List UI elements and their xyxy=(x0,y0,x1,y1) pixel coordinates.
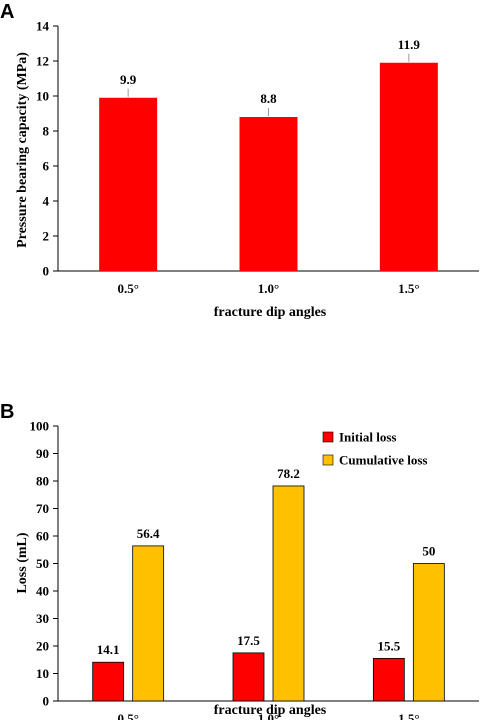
panel-b-x-ticks: 0.5° 1.0° 1.5° xyxy=(117,711,419,720)
panel-b-y-tick-label: 0 xyxy=(43,694,50,709)
panel-a-bar-series-3 xyxy=(379,62,438,271)
panel-b-y-tick-label: 80 xyxy=(36,474,49,489)
panel-b-x-axis-title: fracture dip angles xyxy=(214,703,327,718)
panel-a-bar-series-1 xyxy=(99,97,158,271)
panel-b-data-label: 56.4 xyxy=(137,526,160,541)
panel-a-y-tick-label: 14 xyxy=(36,19,50,34)
chart-panel-a: A Pressure bearing capacity (MPa) fractu… xyxy=(0,1,479,320)
panel-b-data-labels: 14.1 17.5 15.5 56.4 78.2 50 xyxy=(97,466,436,657)
panel-b-y-tick-label: 70 xyxy=(36,501,49,516)
panel-b-y-tick-label: 40 xyxy=(36,584,49,599)
panel-a-y-axis-title: Pressure bearing capacity (MPa) xyxy=(15,52,30,248)
panel-a-x-tick-label: 1.0° xyxy=(258,281,279,296)
panel-b-data-label: 14.1 xyxy=(97,642,120,657)
panel-b-y-tick-label: 30 xyxy=(36,611,49,626)
panel-b-x-tick-label: 0.5° xyxy=(117,711,138,720)
panel-b-bar-cumulative-loss-2 xyxy=(272,485,305,702)
panel-b-bar-initial-loss-3 xyxy=(372,657,405,702)
panel-a-data-label: 9.9 xyxy=(120,72,137,87)
panel-b-y-tick-label: 50 xyxy=(36,556,49,571)
panel-b-bar-initial-loss-2 xyxy=(232,652,265,702)
panel-b-data-label: 78.2 xyxy=(277,466,300,481)
panel-b-x-tick-label: 1.5° xyxy=(398,711,419,720)
panel-b-bars xyxy=(92,485,445,702)
chart-panel-b: B Loss (mL) fracture dip angles 0 10 20 30 4… xyxy=(0,401,479,720)
panel-b-data-label: 15.5 xyxy=(377,638,400,653)
panel-b-y-tick-label: 60 xyxy=(36,529,49,544)
panel-a-x-ticks: 0.5° 1.0° 1.5° xyxy=(117,281,419,296)
panel-b-y-ticks: 0 10 20 30 40 50 60 70 80 90 100 xyxy=(30,419,58,709)
panel-a-y-tick-label: 10 xyxy=(36,89,49,104)
panel-b-y-tick-label: 100 xyxy=(30,419,50,434)
panel-a-data-labels: 9.9 8.8 11.9 xyxy=(120,37,420,116)
panel-b-y-axis-title: Loss (mL) xyxy=(15,532,30,593)
panel-a-x-tick-label: 0.5° xyxy=(117,281,138,296)
panel-a-y-tick-label: 4 xyxy=(43,194,50,209)
panel-b-y-tick-label: 20 xyxy=(36,639,49,654)
panel-a-y-tick-label: 8 xyxy=(43,124,50,139)
legend-swatch-initial-loss xyxy=(322,431,334,443)
panel-a-data-label: 8.8 xyxy=(260,91,277,106)
panel-a-y-tick-label: 2 xyxy=(43,229,50,244)
panel-a-data-label: 11.9 xyxy=(398,37,421,52)
panel-b-y-tick-label: 90 xyxy=(36,446,49,461)
panel-a-x-tick-label: 1.5° xyxy=(398,281,419,296)
panel-b-bar-initial-loss-1 xyxy=(92,661,125,702)
panel-a-x-axis-title: fracture dip angles xyxy=(214,305,327,320)
legend-label-cumulative-loss: Cumulative loss xyxy=(339,453,427,468)
panel-a-y-tick-label: 6 xyxy=(43,159,50,174)
panel-b-x-tick-label: 1.0° xyxy=(258,711,279,720)
panel-a-bar-series-2 xyxy=(239,117,298,271)
panel-b-legend: Initial loss Cumulative loss xyxy=(322,430,427,468)
panel-a-y-tick-label: 0 xyxy=(43,264,50,279)
panel-a-y-ticks: 0 2 4 6 8 10 12 14 xyxy=(36,19,58,279)
panel-b-data-label: 17.5 xyxy=(237,633,260,648)
panel-b-letter: B xyxy=(0,401,14,423)
panel-b-bar-cumulative-loss-3 xyxy=(412,563,445,702)
legend-swatch-cumulative-loss xyxy=(322,454,334,466)
panel-a-letter: A xyxy=(0,1,14,23)
panel-b-data-label: 50 xyxy=(422,544,435,559)
panel-b-bar-cumulative-loss-1 xyxy=(132,545,165,702)
panel-a-bars xyxy=(99,62,438,271)
panel-a-y-tick-label: 12 xyxy=(36,54,49,69)
panel-b-y-tick-label: 10 xyxy=(36,666,49,681)
legend-label-initial-loss: Initial loss xyxy=(339,430,396,445)
